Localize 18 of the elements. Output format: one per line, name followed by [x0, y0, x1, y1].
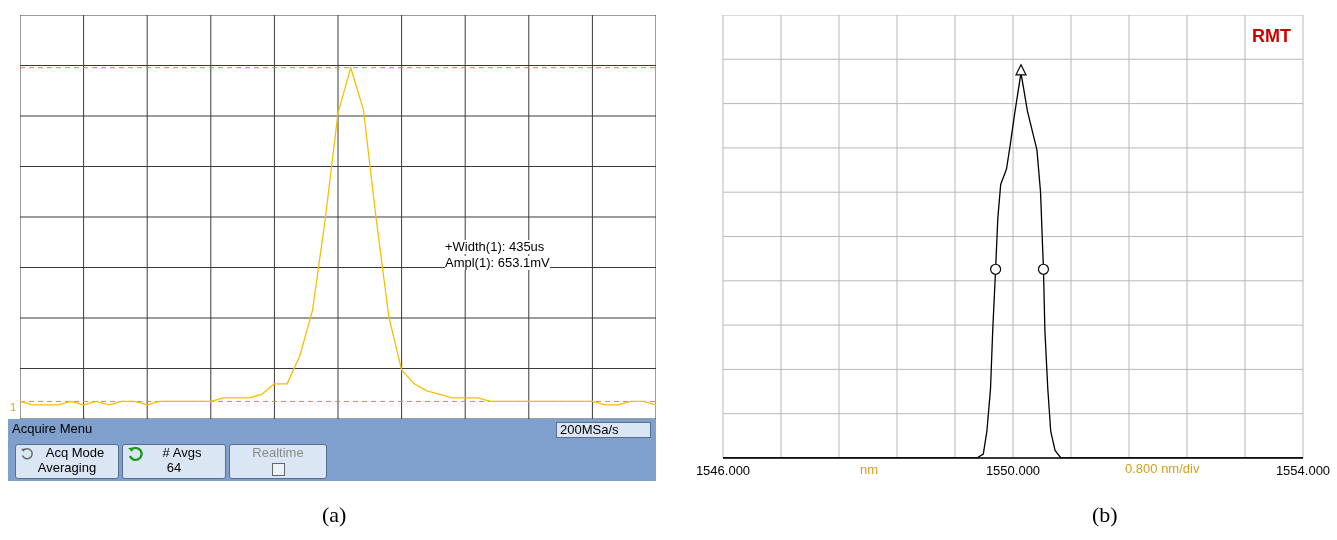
text: RMT: [1252, 26, 1291, 47]
text: 0.800 nm/div: [1125, 461, 1200, 477]
text: 200MSa/s: [556, 422, 651, 439]
text: # Avgs: [161, 445, 203, 461]
annotation: Ampl(1): 653.1mV: [445, 255, 550, 271]
text: (b): [1092, 502, 1118, 528]
annotation: +Width(1): 435us: [445, 239, 545, 255]
text: Acquire Menu: [12, 421, 93, 437]
text: 1: [10, 401, 17, 414]
text: 64: [165, 460, 183, 476]
text: (a): [322, 502, 347, 528]
x-tick-label: 1546.000: [695, 463, 751, 479]
text: Averaging: [36, 460, 98, 476]
text: Realtime: [251, 445, 305, 461]
x-axis-title: nm: [860, 462, 879, 477]
text: Acq Mode: [44, 445, 106, 461]
x-tick-label: 1554.000: [1275, 463, 1331, 479]
x-tick-label: 1550.000: [985, 463, 1041, 479]
